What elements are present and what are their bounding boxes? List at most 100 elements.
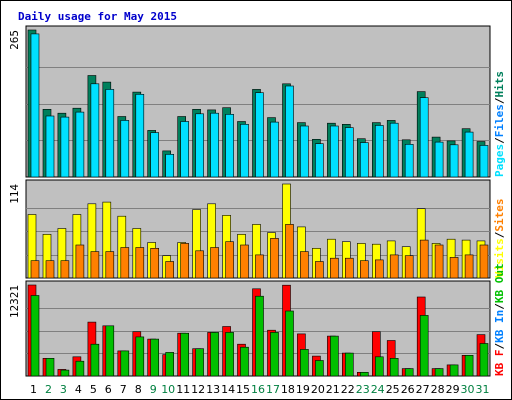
bar (195, 113, 204, 178)
x-tick-label: 22 (341, 383, 355, 396)
bar (165, 352, 174, 377)
bar (419, 97, 429, 178)
bar (195, 348, 204, 377)
bar (464, 254, 474, 279)
bar (479, 343, 489, 377)
bar (210, 112, 219, 178)
bar (180, 243, 189, 279)
bar (60, 116, 70, 178)
bar (60, 369, 70, 377)
bar (374, 259, 384, 279)
x-tick-label: 20 (311, 383, 325, 396)
x-tick-label: 12 (191, 383, 205, 396)
x-tick-labels: 1 2 3 4 5 6 7 8 9 10 11 12 13 14 15 16 17 18 19 20 21 22 23 24 2… (30, 383, 490, 396)
bar (255, 254, 264, 279)
bar (60, 260, 70, 279)
bar (359, 371, 369, 377)
bar (449, 257, 459, 279)
chart-title: Daily usage for May 2015 (18, 10, 177, 23)
bar (240, 124, 249, 178)
bar (285, 85, 294, 178)
bar (45, 260, 55, 279)
bar (30, 260, 40, 279)
bar (225, 114, 234, 178)
bar (404, 368, 414, 377)
bar (120, 247, 130, 279)
bar (270, 121, 279, 178)
bar (180, 332, 189, 377)
x-tick-label: 4 (75, 383, 82, 396)
bar (434, 244, 444, 279)
x-tick-label: 1 (30, 383, 37, 396)
x-tick-label: 14 (221, 383, 235, 396)
bar (150, 338, 159, 377)
bar (344, 257, 354, 279)
bar (75, 111, 85, 178)
bar (404, 144, 414, 178)
bar (225, 241, 234, 279)
bar (344, 352, 354, 377)
panel-max-label: 114 (8, 184, 21, 204)
x-tick-label: 6 (105, 383, 112, 396)
bar (105, 89, 115, 178)
legend-entry: KB Out (493, 263, 506, 303)
bar (449, 144, 459, 178)
legend-entry: Pages (493, 144, 506, 177)
bar (359, 260, 369, 279)
legend-entry: / (493, 231, 506, 238)
chart-panels: 265Pages/Files/Hits114Visits/Sites12321K… (8, 25, 506, 377)
bar (404, 255, 414, 279)
bar (90, 343, 100, 377)
bar (315, 261, 324, 279)
x-tick-label: 16 (251, 383, 265, 396)
bar (135, 336, 145, 377)
bar (330, 335, 339, 377)
x-tick-label: 17 (266, 383, 280, 396)
x-tick-label: 2 (45, 383, 52, 396)
bar (330, 257, 339, 279)
series-pages (30, 33, 489, 178)
bar (165, 154, 174, 178)
bar (374, 125, 384, 178)
legend-entry: / (493, 137, 506, 144)
bar (210, 332, 219, 377)
bar (479, 145, 489, 178)
panel-visits-sites: 114 Visits/Sites (8, 179, 506, 279)
x-tick-label: 29 (446, 383, 460, 396)
bar (419, 239, 429, 279)
bar (150, 132, 159, 178)
x-tick-label: 19 (296, 383, 310, 396)
bar (300, 349, 309, 377)
bar (225, 332, 234, 377)
bar (90, 251, 100, 279)
bar (30, 33, 40, 178)
bar (270, 332, 279, 377)
x-tick-label: 21 (326, 383, 340, 396)
bar (300, 251, 309, 279)
legend-entry: Sites (493, 199, 506, 232)
bar (105, 251, 115, 279)
bar (210, 247, 219, 279)
panel-legend: KB F/KB In/KB Out (493, 263, 506, 376)
bar (434, 368, 444, 377)
bar (45, 357, 55, 377)
bar (135, 247, 145, 279)
x-tick-label: 18 (281, 383, 295, 396)
legend-entry: KB In (493, 310, 506, 343)
bar (359, 142, 369, 178)
bar (240, 244, 249, 279)
bar (374, 356, 384, 377)
bar (135, 94, 145, 178)
bar (195, 250, 204, 279)
bar (45, 115, 55, 178)
bar (344, 127, 354, 178)
bar (389, 122, 399, 178)
bar (255, 92, 264, 178)
bar (150, 248, 159, 279)
bar (315, 360, 324, 377)
bar (120, 120, 130, 178)
x-tick-label: 15 (236, 383, 250, 396)
